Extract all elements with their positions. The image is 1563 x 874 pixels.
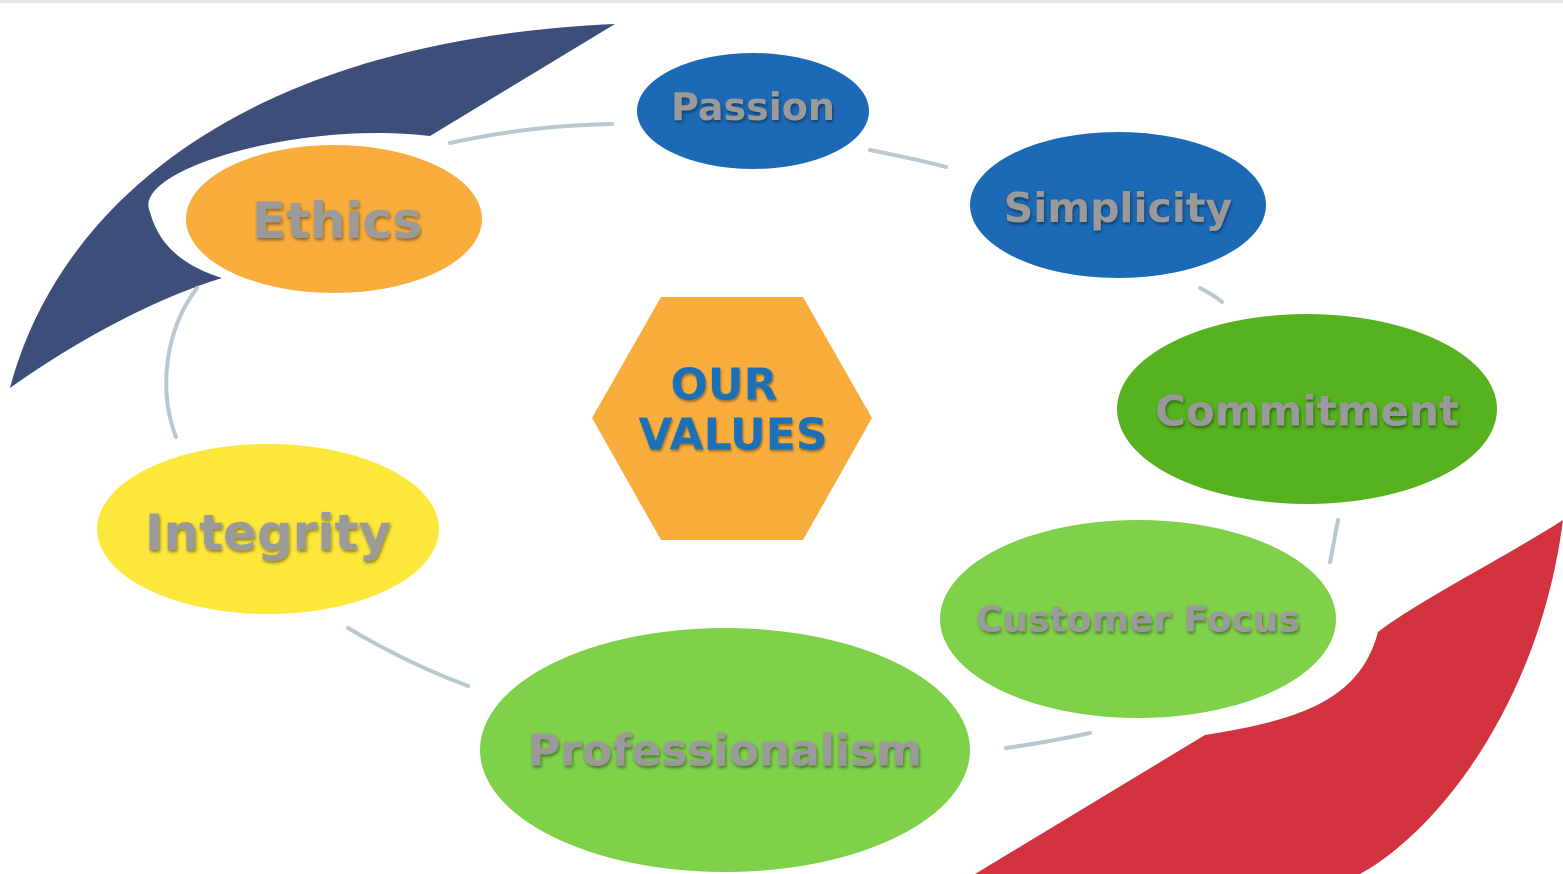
connector-professionalism-integrity	[346, 626, 470, 688]
navy-swoosh	[10, 24, 615, 388]
value-node-commitment	[1117, 314, 1497, 504]
value-label-simplicity: Simplicity	[1004, 184, 1232, 232]
value-node-integrity	[97, 444, 439, 614]
center-title-line2: VALUES	[638, 410, 827, 461]
value-node-passion	[637, 53, 869, 169]
connector-simplicity-commitment	[1198, 286, 1224, 304]
value-node-simplicity	[970, 132, 1266, 278]
connector-integrity-ethics	[164, 286, 199, 439]
connector-ethics-passion	[448, 122, 614, 145]
value-node-ethics	[186, 145, 482, 293]
value-nodes	[97, 53, 1497, 872]
red-swoosh	[975, 520, 1563, 874]
value-node-customer-focus	[940, 520, 1336, 718]
value-label-integrity: Integrity	[145, 504, 391, 562]
connector-group	[164, 122, 1340, 750]
value-label-passion: Passion	[671, 85, 835, 129]
value-label-professionalism: Professionalism	[528, 726, 922, 777]
top-border	[0, 0, 1563, 3]
center-hexagon	[592, 297, 872, 540]
value-node-professionalism	[480, 628, 970, 872]
connector-customer-focus-professionalism	[1004, 731, 1092, 750]
value-label-customer-focus: Customer Focus	[976, 600, 1300, 641]
value-label-ethics: Ethics	[252, 192, 422, 250]
center-title-line1: OUR	[670, 360, 777, 411]
connector-passion-simplicity	[868, 148, 948, 169]
connector-commitment-customer-focus	[1328, 518, 1340, 564]
value-label-commitment: Commitment	[1155, 387, 1459, 436]
